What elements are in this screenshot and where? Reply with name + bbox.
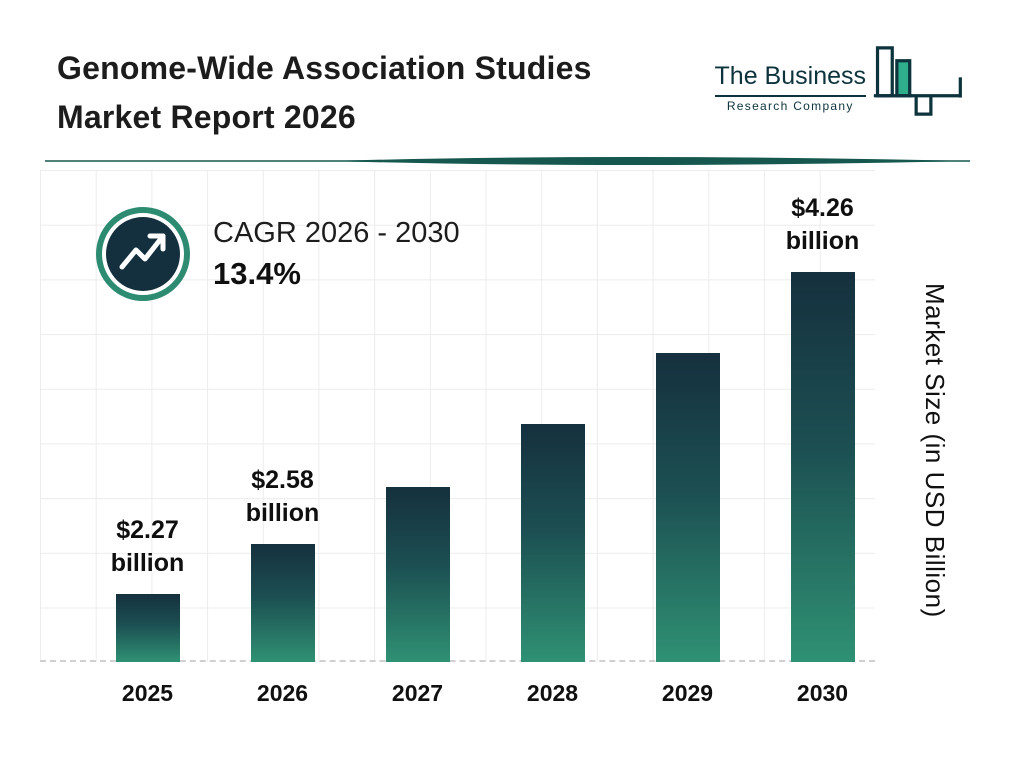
- x-axis: 2025 2026 2027 2028 2029 2030: [80, 680, 890, 707]
- bar-slot-2025: $2.27 billion: [80, 514, 215, 662]
- bar-slot-2028: [485, 424, 620, 662]
- bar-slot-2026: $2.58 billion: [215, 464, 350, 662]
- cagr-percentage: 13.4%: [213, 255, 301, 291]
- trend-up-icon: [96, 207, 190, 301]
- company-logo: The Business Research Company: [714, 46, 964, 120]
- logo-bar-chart-icon: [873, 46, 962, 116]
- bar-value-label: $2.58 billion: [245, 466, 320, 527]
- cagr-range-label: CAGR 2026 - 2030: [213, 216, 460, 249]
- bar-series: $2.27 billion $2.58 billion $4.26 billion: [80, 172, 890, 662]
- logo-text: The Business Research Company: [714, 62, 866, 113]
- logo-name: The Business: [714, 62, 866, 97]
- title-line-1: Genome-Wide Association Studies: [57, 50, 592, 86]
- bar-2027: [385, 487, 450, 662]
- y-axis-title: Market Size (in USD Billion): [920, 283, 950, 618]
- bar-2025: [115, 594, 180, 662]
- bar-slot-2029: [620, 353, 755, 662]
- x-axis-label-2026: 2026: [256, 680, 309, 706]
- page-title: Genome-Wide Association Studies Market R…: [57, 44, 592, 142]
- bar-2030: [790, 272, 855, 662]
- x-axis-label-2025: 2025: [121, 680, 174, 706]
- bar-2026: [250, 544, 315, 662]
- cagr-badge: CAGR 2026 - 2030 13.4%: [95, 206, 460, 302]
- x-axis-label-2029: 2029: [661, 680, 714, 706]
- bar-2028: [520, 424, 585, 662]
- cagr-text: CAGR 2026 - 2030 13.4%: [213, 217, 460, 292]
- bar-value-label: $2.27 billion: [110, 516, 185, 577]
- bar-slot-2027: [350, 487, 485, 662]
- x-axis-label-2030: 2030: [796, 680, 849, 706]
- section-divider: [45, 157, 970, 165]
- logo-subtitle: Research Company: [726, 99, 854, 113]
- title-line-2: Market Report 2026: [57, 99, 356, 135]
- bar-slot-2030: $4.26 billion: [755, 192, 890, 662]
- x-axis-label-2027: 2027: [391, 680, 444, 706]
- bar-2029: [655, 353, 720, 662]
- bar-value-label: $4.26 billion: [785, 194, 860, 255]
- x-axis-label-2028: 2028: [526, 680, 579, 706]
